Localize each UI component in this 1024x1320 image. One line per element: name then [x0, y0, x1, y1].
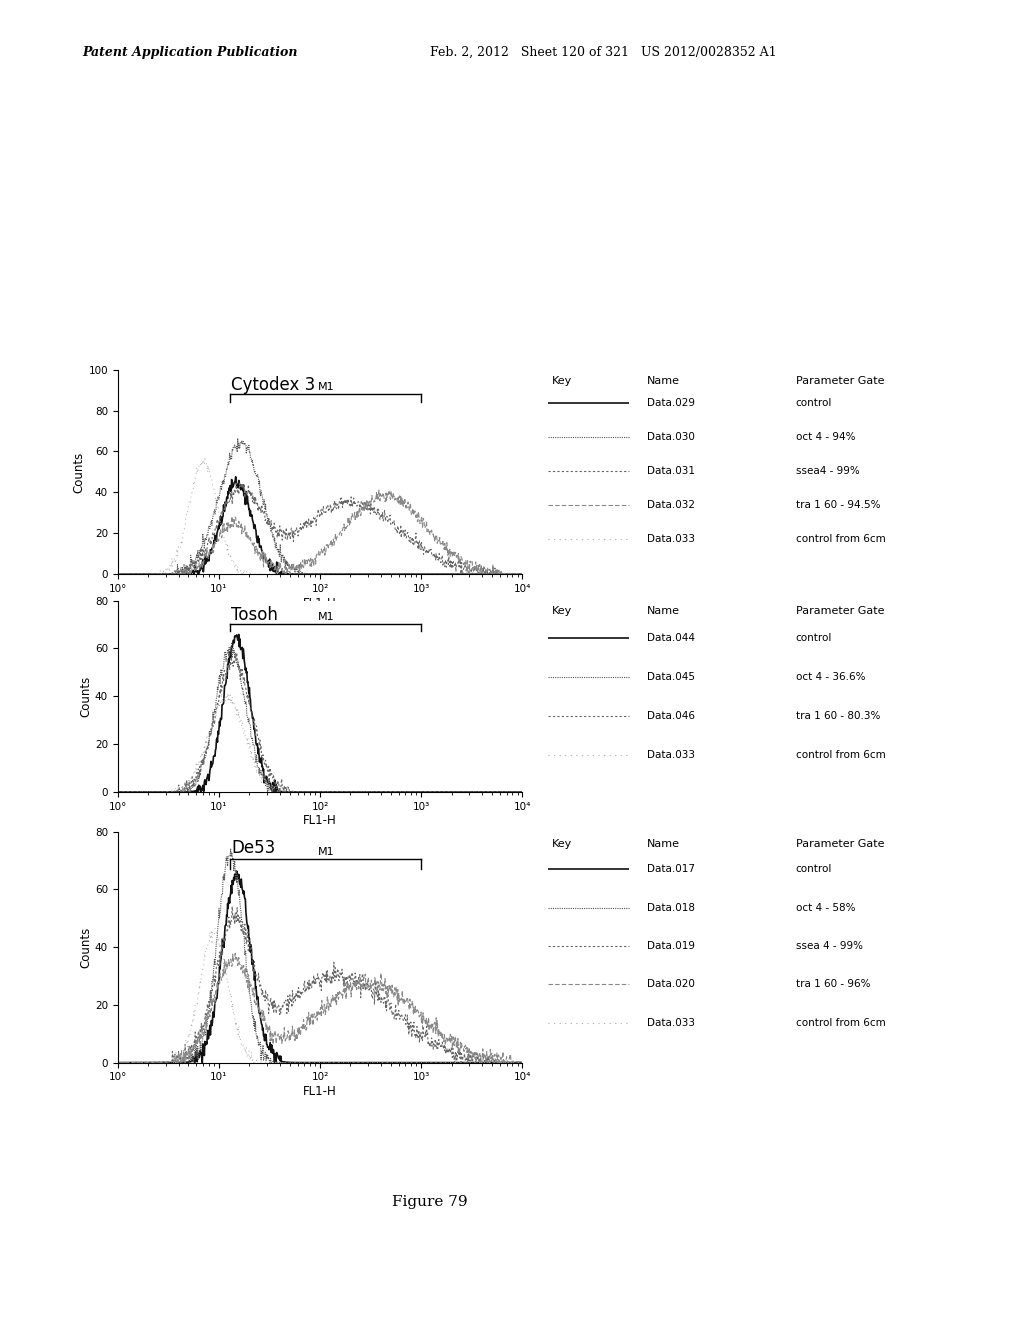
Text: Data.018: Data.018: [647, 903, 695, 912]
Text: Data.045: Data.045: [647, 672, 695, 682]
Text: Feb. 2, 2012   Sheet 120 of 321   US 2012/0028352 A1: Feb. 2, 2012 Sheet 120 of 321 US 2012/00…: [430, 46, 777, 59]
Y-axis label: Counts: Counts: [79, 676, 92, 717]
Text: tra 1 60 - 94.5%: tra 1 60 - 94.5%: [796, 500, 881, 510]
Y-axis label: Counts: Counts: [79, 927, 92, 968]
Text: Data.033: Data.033: [647, 750, 695, 760]
Text: Data.029: Data.029: [647, 397, 695, 408]
Text: M1: M1: [317, 611, 334, 622]
Text: oct 4 - 36.6%: oct 4 - 36.6%: [796, 672, 865, 682]
Text: Data.020: Data.020: [647, 979, 695, 989]
Y-axis label: Counts: Counts: [73, 451, 86, 492]
X-axis label: FL1-H: FL1-H: [303, 1085, 337, 1098]
Text: oct 4 - 94%: oct 4 - 94%: [796, 432, 855, 442]
Text: Parameter Gate: Parameter Gate: [796, 376, 884, 385]
Text: Key: Key: [552, 838, 572, 849]
Text: Data.019: Data.019: [647, 941, 695, 950]
Text: Data.033: Data.033: [647, 1018, 695, 1028]
Text: Name: Name: [647, 838, 680, 849]
Text: Name: Name: [647, 606, 680, 616]
X-axis label: FL1-H: FL1-H: [303, 597, 337, 610]
Text: Cytodex 3: Cytodex 3: [231, 376, 315, 393]
Text: De53: De53: [231, 838, 275, 857]
Text: control: control: [796, 632, 833, 643]
Text: Tosoh: Tosoh: [231, 606, 278, 624]
Text: Figure 79: Figure 79: [392, 1195, 468, 1209]
Text: control from 6cm: control from 6cm: [796, 750, 886, 760]
Text: Parameter Gate: Parameter Gate: [796, 838, 884, 849]
Text: ssea 4 - 99%: ssea 4 - 99%: [796, 941, 862, 950]
Text: oct 4 - 58%: oct 4 - 58%: [796, 903, 855, 912]
Text: Key: Key: [552, 606, 572, 616]
Text: Data.033: Data.033: [647, 533, 695, 544]
Text: Patent Application Publication: Patent Application Publication: [82, 46, 297, 59]
Text: control: control: [796, 397, 833, 408]
Text: M1: M1: [317, 381, 334, 392]
Text: Parameter Gate: Parameter Gate: [796, 606, 884, 616]
Text: Data.046: Data.046: [647, 711, 695, 721]
Text: M1: M1: [317, 847, 334, 857]
Text: ssea4 - 99%: ssea4 - 99%: [796, 466, 859, 475]
Text: Data.031: Data.031: [647, 466, 695, 475]
Text: tra 1 60 - 96%: tra 1 60 - 96%: [796, 979, 870, 989]
Text: control: control: [796, 865, 833, 874]
Text: control from 6cm: control from 6cm: [796, 1018, 886, 1028]
Text: Name: Name: [647, 376, 680, 385]
X-axis label: FL1-H: FL1-H: [303, 814, 337, 828]
Text: Data.017: Data.017: [647, 865, 695, 874]
Text: Data.044: Data.044: [647, 632, 695, 643]
Text: Key: Key: [552, 376, 572, 385]
Text: control from 6cm: control from 6cm: [796, 533, 886, 544]
Text: Data.030: Data.030: [647, 432, 695, 442]
Text: tra 1 60 - 80.3%: tra 1 60 - 80.3%: [796, 711, 880, 721]
Text: Data.032: Data.032: [647, 500, 695, 510]
